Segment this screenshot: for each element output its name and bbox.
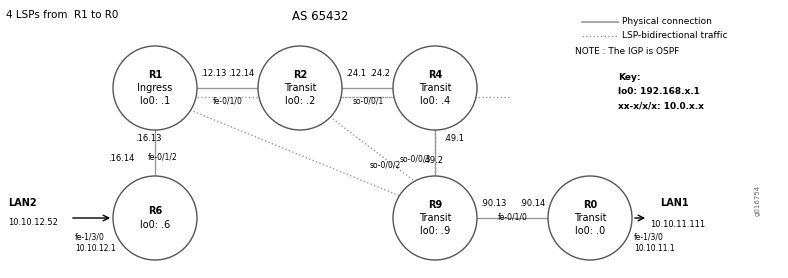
Text: LAN2: LAN2 bbox=[8, 198, 36, 208]
Text: R1: R1 bbox=[148, 70, 162, 80]
Text: .49.2: .49.2 bbox=[422, 156, 443, 165]
Text: 10.10.11.111: 10.10.11.111 bbox=[650, 220, 705, 229]
Text: Transit: Transit bbox=[574, 213, 606, 223]
Text: .12.13: .12.13 bbox=[200, 69, 226, 78]
Text: xx-x/x/x: 10.0.x.x: xx-x/x/x: 10.0.x.x bbox=[618, 101, 704, 110]
Text: fe-1/3/0: fe-1/3/0 bbox=[634, 232, 663, 241]
Text: lo0: .1: lo0: .1 bbox=[140, 96, 170, 106]
Text: 10.10.11.1: 10.10.11.1 bbox=[634, 244, 675, 253]
Text: R9: R9 bbox=[428, 200, 442, 210]
Text: .12.14: .12.14 bbox=[228, 69, 254, 78]
Text: fe-0/1/2: fe-0/1/2 bbox=[148, 153, 178, 162]
Text: LSP-bidirectional traffic: LSP-bidirectional traffic bbox=[622, 31, 727, 41]
Text: lo0: .9: lo0: .9 bbox=[420, 226, 450, 236]
Text: fe-0/1/0: fe-0/1/0 bbox=[213, 96, 243, 105]
Text: .90.14: .90.14 bbox=[519, 199, 545, 208]
Text: LAN1: LAN1 bbox=[660, 198, 689, 208]
Text: AS 65432: AS 65432 bbox=[292, 10, 348, 23]
Text: NOTE : The IGP is OSPF: NOTE : The IGP is OSPF bbox=[575, 48, 679, 56]
Ellipse shape bbox=[113, 46, 197, 130]
Text: .24.2: .24.2 bbox=[369, 69, 390, 78]
Ellipse shape bbox=[258, 46, 342, 130]
Text: fe-1/3/0: fe-1/3/0 bbox=[75, 232, 105, 241]
Text: .24.1: .24.1 bbox=[345, 69, 366, 78]
Ellipse shape bbox=[393, 46, 477, 130]
Text: Transit: Transit bbox=[418, 213, 452, 223]
Text: R2: R2 bbox=[293, 70, 307, 80]
Text: Key:: Key: bbox=[618, 73, 641, 83]
Text: 10.10.12.52: 10.10.12.52 bbox=[8, 218, 58, 227]
Text: R4: R4 bbox=[428, 70, 442, 80]
Text: .16.13: .16.13 bbox=[135, 134, 162, 143]
Text: Ingress: Ingress bbox=[137, 83, 173, 93]
Text: .49.1: .49.1 bbox=[443, 134, 464, 143]
Text: lo0: .6: lo0: .6 bbox=[140, 220, 170, 230]
Text: so-0/0/1: so-0/0/1 bbox=[352, 96, 384, 105]
Text: lo0: .4: lo0: .4 bbox=[420, 96, 450, 106]
Text: R0: R0 bbox=[583, 200, 597, 210]
Ellipse shape bbox=[393, 176, 477, 260]
Text: 4 LSPs from  R1 to R0: 4 LSPs from R1 to R0 bbox=[6, 10, 118, 20]
Text: so-0/0/2: so-0/0/2 bbox=[370, 160, 401, 169]
Text: R6: R6 bbox=[148, 207, 162, 217]
Text: 10.10.12.1: 10.10.12.1 bbox=[75, 244, 116, 253]
Text: fe-0/1/0: fe-0/1/0 bbox=[498, 212, 528, 221]
Text: Transit: Transit bbox=[284, 83, 316, 93]
Text: lo0: 192.168.x.1: lo0: 192.168.x.1 bbox=[618, 88, 700, 96]
Text: lo0: .2: lo0: .2 bbox=[284, 96, 315, 106]
Ellipse shape bbox=[548, 176, 632, 260]
Text: .90.13: .90.13 bbox=[480, 199, 507, 208]
Text: Physical connection: Physical connection bbox=[622, 18, 712, 26]
Text: so-0/0/3: so-0/0/3 bbox=[400, 155, 431, 164]
Ellipse shape bbox=[113, 176, 197, 260]
Text: .16.14: .16.14 bbox=[109, 154, 135, 163]
Text: lo0: .0: lo0: .0 bbox=[575, 226, 605, 236]
Text: Transit: Transit bbox=[418, 83, 452, 93]
Text: g016754: g016754 bbox=[755, 184, 761, 215]
